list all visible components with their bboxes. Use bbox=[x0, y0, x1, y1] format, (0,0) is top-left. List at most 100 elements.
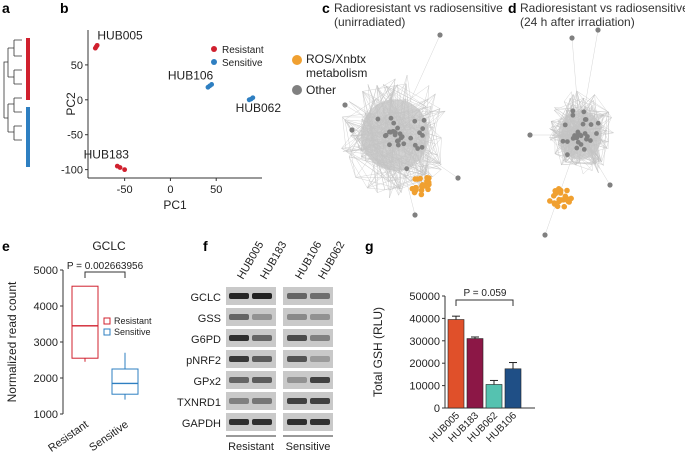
net-d-edge bbox=[569, 98, 593, 106]
network-d-title-line1: Radioresistant vs radiosensitive bbox=[520, 1, 685, 15]
net-d-edge bbox=[549, 117, 562, 138]
boxplot-legend-marker-sensitive bbox=[103, 328, 111, 336]
network-c-title-line1: Radioresistant vs radiosensitive bbox=[334, 1, 503, 15]
net-c-edge bbox=[341, 148, 401, 190]
net-c-edge bbox=[367, 164, 442, 189]
pca-point-resistant bbox=[94, 42, 100, 48]
net-d-node-ros bbox=[565, 196, 571, 202]
panel-letter-f: f bbox=[203, 238, 208, 254]
net-c-node-other bbox=[399, 134, 405, 140]
dendro-bottom-a bbox=[13, 97, 22, 113]
pca-y-tick-label: -50 bbox=[67, 130, 83, 142]
net-d-node-other bbox=[588, 138, 593, 143]
blot-protein-label: G6PD bbox=[191, 334, 221, 346]
net-d-node-ros bbox=[561, 203, 568, 210]
net-d-node-ros bbox=[551, 200, 558, 206]
pca-x-tick-label: -50 bbox=[117, 184, 133, 196]
dendro-bottom-b bbox=[13, 125, 22, 141]
net-c-edge bbox=[348, 156, 368, 189]
boxplot-y-tick-label: 4000 bbox=[34, 301, 58, 313]
bar-y-tick-label: 10000 bbox=[409, 381, 440, 393]
blot-band bbox=[287, 398, 307, 404]
boxplot-y-tick-label: 1000 bbox=[34, 409, 58, 421]
net-d-node-other bbox=[595, 120, 601, 126]
blot-group-sensitive: Sensitive bbox=[286, 441, 331, 453]
net-d-node-ros bbox=[552, 190, 559, 197]
net-c-edge bbox=[344, 119, 356, 178]
boxplot-title: GCLC bbox=[92, 239, 126, 253]
boxplot-y-tick-label: 5000 bbox=[34, 265, 58, 277]
net-c-node-other bbox=[401, 141, 407, 147]
boxplot-x-tick-label: Resistant bbox=[46, 419, 90, 455]
net-c-edge bbox=[377, 78, 396, 90]
net-d-node-other bbox=[581, 147, 587, 152]
net-d-node-other bbox=[580, 121, 586, 127]
net-d-edge bbox=[603, 112, 608, 166]
blot-band bbox=[287, 293, 307, 299]
boxplot-y-axis-label: Normalized read count bbox=[5, 281, 19, 402]
net-c-node-other bbox=[392, 132, 398, 138]
blot-membrane-sensitive bbox=[283, 392, 333, 410]
net-d-node-other bbox=[575, 139, 581, 145]
net-c-node-other bbox=[420, 132, 425, 138]
pca-sample-label: HUB062 bbox=[236, 101, 282, 115]
net-c-node-other bbox=[394, 138, 400, 144]
boxplot-p-value: P = 0.002663956 bbox=[67, 261, 144, 272]
blot-group-resistant: Resistant bbox=[228, 441, 274, 453]
net-d-node-other bbox=[594, 131, 599, 136]
net-c-node-other bbox=[382, 133, 388, 139]
boxplot-x-tick-label: Sensitive bbox=[87, 419, 130, 454]
net-d-edge bbox=[550, 121, 562, 165]
blot-band bbox=[310, 419, 330, 425]
blot-band bbox=[229, 356, 249, 362]
pca-y-tick-label: -100 bbox=[61, 165, 83, 177]
net-c-node-ros bbox=[424, 178, 430, 185]
net-c-edge bbox=[405, 98, 432, 112]
blot-band bbox=[252, 419, 272, 425]
bar-y-tick-label: 0 bbox=[434, 403, 440, 415]
net-d-edge bbox=[576, 90, 590, 107]
legend-other-marker bbox=[292, 85, 302, 95]
net-d-node-other bbox=[574, 135, 580, 141]
legend-ros-line2: metabolism bbox=[306, 66, 367, 80]
blot-band bbox=[252, 398, 272, 404]
net-c-edge bbox=[419, 137, 442, 163]
net-c-edge bbox=[432, 169, 442, 177]
pca-point-resistant bbox=[122, 167, 128, 173]
net-c-edge bbox=[431, 106, 442, 165]
pca-legend-marker-sensitive bbox=[211, 59, 217, 65]
net-d-edge bbox=[583, 97, 609, 113]
net-d-edge bbox=[600, 114, 604, 129]
blot-band bbox=[287, 335, 307, 341]
net-d-node-other bbox=[570, 135, 576, 141]
panel-letter-e: e bbox=[2, 238, 10, 254]
network-c-title-line2: (unirradiated) bbox=[334, 15, 405, 29]
blot-membrane-sensitive bbox=[283, 287, 333, 305]
pca-legend-label-resistant: Resistant bbox=[222, 45, 264, 56]
net-d-node-other bbox=[570, 112, 576, 118]
net-c-node-other bbox=[419, 144, 425, 150]
net-d-edge bbox=[594, 112, 608, 117]
blot-band bbox=[287, 356, 307, 362]
blot-membrane-sensitive bbox=[283, 329, 333, 347]
net-c-node-other bbox=[388, 129, 394, 135]
pca-x-axis-label: PC1 bbox=[163, 198, 187, 212]
blot-protein-label: GCLC bbox=[190, 292, 221, 304]
net-c-node-other bbox=[391, 120, 397, 126]
net-d-node-other bbox=[564, 139, 570, 145]
blot-band bbox=[310, 356, 330, 362]
blot-band bbox=[310, 335, 330, 341]
net-d-node-other bbox=[562, 122, 568, 128]
net-c-edge bbox=[361, 98, 377, 120]
net-c-edge bbox=[434, 108, 441, 124]
net-d-edge bbox=[572, 94, 607, 131]
net-d-node-other bbox=[574, 145, 580, 151]
net-c-node-ros bbox=[425, 186, 431, 193]
pca-y-tick-label: 0 bbox=[77, 95, 83, 107]
blot-band bbox=[229, 419, 249, 425]
panel-letter-c: c bbox=[322, 0, 330, 16]
net-c-node-other bbox=[395, 125, 400, 131]
dendro-top-b bbox=[13, 69, 22, 85]
legend-ros-marker bbox=[292, 55, 302, 65]
